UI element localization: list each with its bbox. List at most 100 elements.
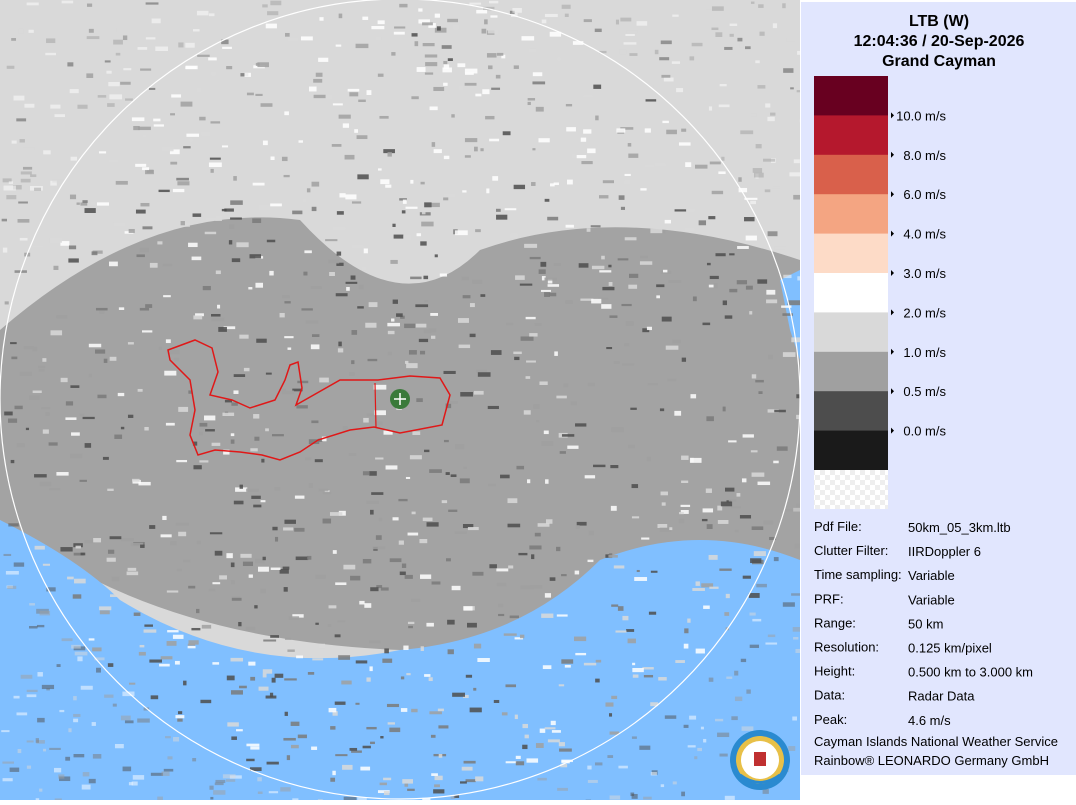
echo — [323, 519, 331, 524]
echo — [83, 772, 90, 776]
echo — [253, 414, 259, 419]
info-label: Height: — [814, 664, 855, 679]
echo — [562, 434, 574, 437]
echo — [425, 62, 437, 66]
echo — [528, 102, 531, 105]
echo — [451, 796, 456, 799]
echo — [563, 383, 568, 387]
echo — [54, 114, 65, 117]
echo — [212, 662, 219, 664]
echo — [557, 788, 568, 791]
echo — [576, 525, 580, 529]
echo — [121, 538, 134, 541]
echo — [282, 295, 290, 298]
echo — [496, 568, 508, 571]
echo — [474, 644, 481, 649]
echo — [774, 410, 786, 412]
echo — [366, 501, 378, 504]
echo — [296, 405, 307, 408]
echo — [577, 155, 587, 158]
echo — [416, 324, 427, 328]
echo — [768, 355, 773, 359]
echo — [29, 603, 35, 605]
echo — [616, 630, 627, 632]
echo — [20, 372, 32, 376]
echo — [451, 474, 457, 477]
echo — [297, 381, 308, 383]
echo — [768, 231, 778, 236]
echo — [37, 718, 45, 722]
echo — [510, 233, 517, 237]
echo — [703, 739, 706, 743]
echo — [528, 98, 535, 101]
echo — [46, 38, 55, 43]
echo — [725, 488, 734, 492]
echo — [43, 564, 50, 566]
echo — [108, 550, 114, 554]
echo — [715, 32, 722, 37]
echo — [128, 342, 134, 344]
echo — [309, 483, 313, 488]
echo — [248, 287, 252, 289]
echo — [330, 512, 342, 516]
echo — [444, 156, 449, 159]
echo — [559, 684, 564, 686]
echo — [435, 14, 440, 18]
echo — [345, 155, 355, 160]
echo — [783, 602, 795, 606]
echo — [21, 179, 31, 183]
echo — [77, 202, 80, 204]
echo — [765, 103, 770, 107]
echo — [318, 58, 328, 62]
echo — [546, 519, 553, 523]
echo — [565, 300, 573, 304]
echo — [201, 132, 210, 136]
echo — [611, 696, 617, 699]
echo — [379, 518, 382, 522]
echo — [423, 276, 428, 279]
echo — [183, 560, 190, 563]
echo — [211, 314, 220, 317]
echo — [726, 677, 732, 679]
echo — [50, 238, 62, 242]
echo — [65, 757, 70, 761]
echo — [338, 348, 343, 352]
echo — [765, 642, 777, 644]
echo — [29, 626, 37, 629]
echo — [539, 381, 547, 385]
echo — [387, 704, 399, 707]
echo — [488, 29, 498, 33]
echo — [231, 690, 243, 694]
echo — [376, 535, 382, 540]
echo — [159, 664, 170, 667]
echo — [43, 150, 51, 154]
echo — [408, 622, 414, 624]
echo — [269, 791, 278, 793]
echo — [289, 616, 299, 620]
echo — [362, 17, 368, 20]
echo — [531, 182, 535, 186]
echo — [153, 119, 160, 122]
echo — [186, 134, 199, 137]
info-value: 50 km — [908, 616, 943, 631]
echo — [319, 644, 325, 648]
echo — [152, 18, 161, 23]
echo — [267, 240, 275, 243]
echo — [197, 88, 201, 93]
echo — [758, 482, 771, 485]
echo — [694, 756, 697, 759]
echo — [752, 619, 761, 621]
echo — [32, 347, 37, 352]
echo — [611, 427, 624, 432]
echo — [233, 390, 238, 394]
echo — [369, 640, 381, 643]
echo — [544, 292, 550, 297]
echo — [466, 675, 472, 678]
echo — [193, 213, 202, 216]
echo — [205, 232, 216, 234]
echo — [628, 639, 636, 644]
echo — [386, 465, 398, 469]
echo — [38, 366, 45, 369]
echo — [443, 83, 447, 86]
echo — [595, 679, 600, 683]
